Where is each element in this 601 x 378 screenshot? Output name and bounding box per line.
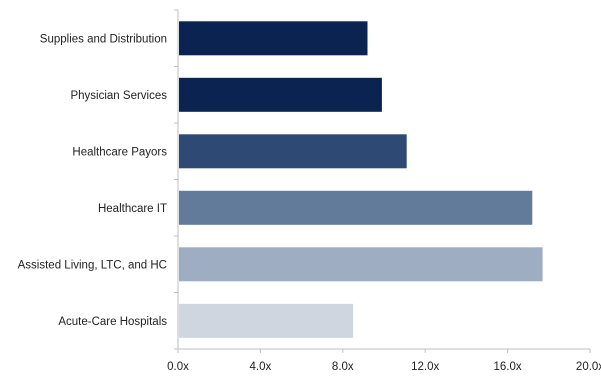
labels-layer: Supplies and Distribution Physician Servi…	[18, 33, 601, 373]
bar-physician-services	[179, 77, 382, 112]
category-label: Supplies and Distribution	[40, 33, 167, 45]
category-label: Acute-Care Hospitals	[58, 316, 167, 328]
bar-assisted-living-ltc-and-hc	[179, 247, 543, 282]
bar-supplies-and-distribution	[179, 21, 368, 56]
x-tick-label: 0.0x	[167, 361, 189, 373]
x-tick-label: 4.0x	[250, 361, 272, 373]
bars-layer	[179, 21, 543, 338]
x-tick-label: 8.0x	[332, 361, 354, 373]
axis-layer	[174, 9, 591, 353]
category-label: Healthcare IT	[98, 203, 167, 215]
x-tick-label: 20.0x	[576, 361, 601, 373]
category-label: Physician Services	[70, 90, 167, 102]
x-tick-label: 16.0x	[494, 361, 522, 373]
bar-healthcare-payors	[179, 134, 407, 169]
category-label: Assisted Living, LTC, and HC	[18, 259, 167, 271]
bar-acute-care-hospitals	[179, 303, 354, 338]
category-label: Healthcare Payors	[72, 146, 167, 158]
bar-healthcare-it	[179, 190, 533, 225]
x-tick-label: 12.0x	[411, 361, 439, 373]
